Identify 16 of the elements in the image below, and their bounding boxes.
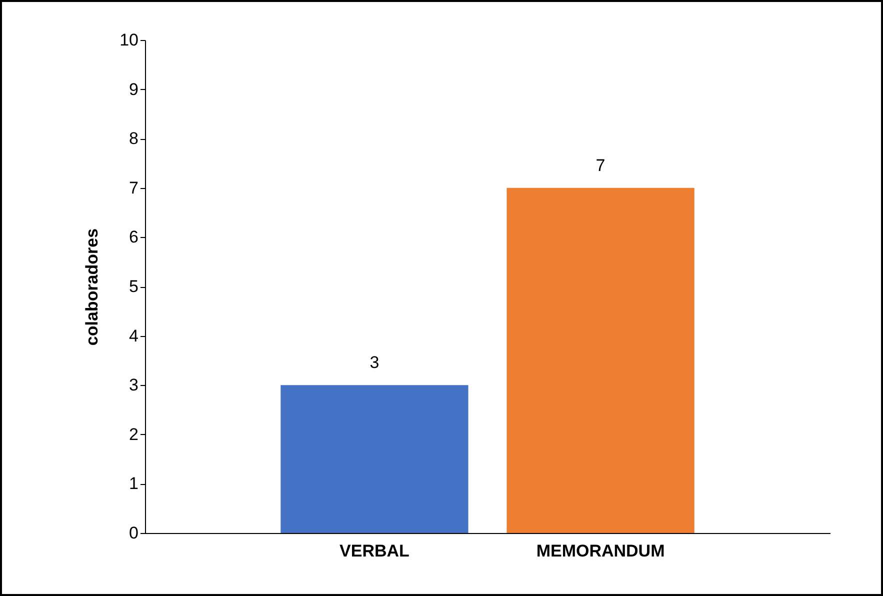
y-axis-title: colaboradores — [82, 228, 102, 346]
x-tick-label: MEMORANDUM — [536, 542, 665, 560]
data-label: 3 — [370, 353, 380, 372]
y-tick-label: 9 — [129, 80, 138, 99]
y-tick-label: 5 — [129, 277, 138, 296]
data-label: 7 — [596, 156, 606, 175]
y-tick-label: 8 — [129, 129, 138, 148]
y-tick-label: 0 — [129, 524, 138, 542]
x-tick-label: VERBAL — [340, 542, 410, 560]
y-tick-label: 3 — [129, 376, 138, 395]
y-tick-label: 7 — [129, 178, 138, 198]
y-tick-label: 6 — [129, 228, 138, 247]
y-tick-label: 10 — [120, 30, 138, 50]
y-tick-label: 2 — [129, 424, 138, 444]
y-tick-label: 1 — [129, 474, 138, 494]
y-tick-label: 4 — [129, 326, 138, 346]
